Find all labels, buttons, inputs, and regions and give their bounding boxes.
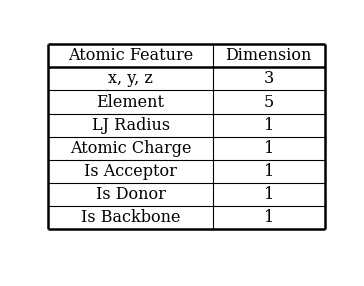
Text: Is Acceptor: Is Acceptor [84,163,177,180]
Text: Is Donor: Is Donor [96,186,166,203]
Text: x, y, z: x, y, z [108,70,153,88]
Text: 1: 1 [264,140,274,157]
Text: 3: 3 [264,70,274,88]
Text: Element: Element [96,94,165,110]
Text: 5: 5 [264,94,274,110]
Text: Atomic Feature: Atomic Feature [68,47,193,64]
Text: Dimension: Dimension [226,47,312,64]
Text: LJ Radius: LJ Radius [91,117,170,134]
Text: 1: 1 [264,186,274,203]
Text: Atomic Charge: Atomic Charge [70,140,191,157]
Text: Is Backbone: Is Backbone [81,209,180,226]
Text: 1: 1 [264,117,274,134]
Text: 1: 1 [264,163,274,180]
Text: 1: 1 [264,209,274,226]
